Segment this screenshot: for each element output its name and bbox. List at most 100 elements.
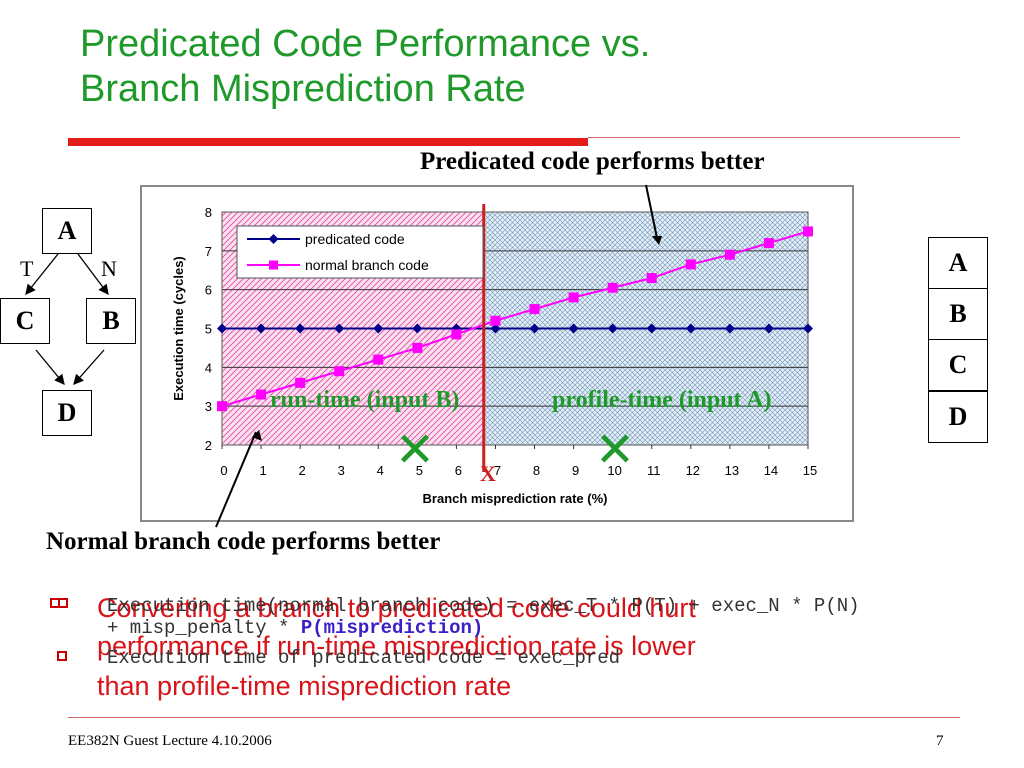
x-tick-label: 5 [416,463,423,478]
normal-branch-point [568,292,579,303]
x-tick-label: 8 [533,463,540,478]
bullet-icon-1b [58,598,68,608]
y-tick-label: 6 [205,283,212,298]
y-tick-label: 3 [205,399,212,414]
y-tick-label: 5 [205,322,212,337]
callout-arrowhead-bottom [252,430,262,441]
title-line-2: Branch Misprediction Rate [80,68,526,110]
x-axis-ticks: 0 1 2 3 4 5 6 7 8 9 10 11 12 13 14 15 [220,445,817,478]
edge-a-to-c [25,253,59,296]
chart-legend: predicated code normal branch code [236,225,484,279]
predicated-point [763,323,774,334]
normal-branch-point [724,249,735,260]
normal-branch-point [803,226,813,237]
x-tick-label: 4 [377,463,384,478]
y-tick-label: 8 [205,205,212,220]
page-number: 7 [936,733,944,749]
x-tick-label: 6 [455,463,462,478]
normal-branch-point [490,315,501,326]
predicated-point [529,323,540,334]
red-bullet-line-2: performance if run-time misprediction ra… [97,631,696,661]
predicated-point [646,323,657,334]
predicated-point [724,323,735,334]
callout-arrow-bottom [215,431,257,528]
exec-formula-line-2a: + misp_penalty * [107,617,301,639]
x-tick-label: 2 [299,463,306,478]
edge-a-to-b [77,253,109,296]
red-bullet-line-3: than profile-time misprediction rate [97,671,512,701]
y-tick-label: 4 [205,360,212,375]
x-axis-label: Branch misprediction rate (%) [423,491,608,506]
layout-block-c: C [928,339,988,391]
profile-label: profile-time (input A) [552,387,772,413]
predicated-point [256,323,267,334]
predicated-point [685,323,696,334]
flow-diagram-arrows [25,253,109,386]
x-tick-label: 14 [764,463,778,478]
y-tick-label: 7 [205,244,212,259]
red-bullet-line-1: Converting a branch to predicated code c… [97,593,696,623]
predicated-point [490,323,501,334]
title-line-1: Predicated Code Performance vs. [80,23,651,65]
x-tick-label: 9 [572,463,579,478]
edge-b-to-d [73,349,105,385]
normal-branch-point [529,304,540,315]
exec-predicated-line: Execution time of predicated code = exec… [107,647,621,669]
x-tick-label: 11 [647,463,661,478]
crossover-x-label: X [480,461,496,486]
predicated-point [568,323,579,334]
normal-branch-point [607,282,618,293]
x-tick-label: 1 [259,463,266,478]
legend-predicated-label: predicated code [305,231,405,247]
footer-course: EE382N Guest Lecture 4.10.2006 [68,733,272,749]
runtime-label: run-time (input B) [270,387,459,413]
predicated-point [803,323,813,334]
profile-cross-icon: ✕ [595,422,635,478]
normal-branch-code-line [221,230,809,408]
x-tick-label: 12 [686,463,700,478]
normal-branch-point [256,389,267,400]
legend-predicated-marker [268,234,279,244]
predicated-point [217,323,227,334]
x-tick-label: 13 [725,463,739,478]
flow-node-a: A [42,208,92,254]
predicated-point [334,323,345,334]
flow-node-b: B [86,298,136,344]
layout-block-d: D [928,391,988,443]
exec-formula-line-2: + misp_penalty * P(misprediction) [107,617,483,639]
callout-arrowhead-top [652,236,662,245]
flow-node-d: D [42,390,92,436]
legend-normal-label: normal branch code [305,257,429,273]
callout-arrow-top [645,184,658,239]
x-tick-label: 3 [338,463,345,478]
predicated-point [607,323,618,334]
predicated-point [295,323,306,334]
callout-normal-better: Normal branch code performs better [46,528,441,555]
edge-label-n: N [101,256,117,281]
predicated-point [373,323,384,334]
normal-branch-point [295,377,306,388]
normal-branch-point [646,273,657,284]
normal-branch-point [685,259,696,270]
normal-branch-point [217,401,227,412]
callout-predicated-better: Predicated code performs better [420,148,765,175]
x-tick-label: 15 [803,463,817,478]
y-axis-ticks: 2 3 4 5 6 7 8 [205,205,212,453]
title-rule-red [68,138,588,146]
x-tick-label: 0 [220,463,227,478]
normal-branch-point [451,329,462,340]
y-axis-label: Execution time (cycles) [171,256,186,401]
predicated-point [412,323,423,334]
edge-label-t: T [20,256,34,281]
misprediction-term: P(misprediction) [300,617,484,639]
normal-branch-point [373,354,384,365]
exec-formula-line-1: Execution time(normal branch code) = exe… [107,595,860,617]
layout-block-b: B [928,288,988,340]
footer-rule [68,717,960,718]
runtime-cross-icon: ✕ [395,422,435,478]
normal-branch-point [334,366,345,377]
flow-node-c: C [0,298,50,344]
x-tick-label: 7 [494,463,501,478]
y-tick-label: 2 [205,438,212,453]
